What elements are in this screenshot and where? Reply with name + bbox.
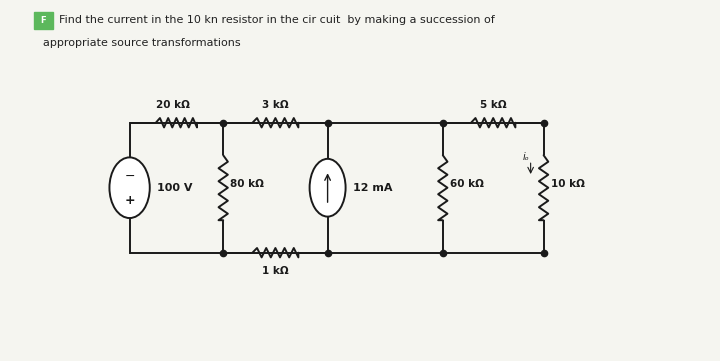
Text: −: − xyxy=(125,170,135,183)
Text: +: + xyxy=(125,194,135,207)
Text: iₒ: iₒ xyxy=(522,152,529,162)
Text: 100 V: 100 V xyxy=(157,183,192,193)
Text: 20 kΩ: 20 kΩ xyxy=(156,100,190,110)
Ellipse shape xyxy=(109,157,150,218)
Text: Find the current in the 10 kn resistor in the cir cuit  by making a succession o: Find the current in the 10 kn resistor i… xyxy=(59,15,495,25)
Text: 80 kΩ: 80 kΩ xyxy=(230,179,264,189)
Text: F: F xyxy=(40,16,46,25)
Text: 5 kΩ: 5 kΩ xyxy=(480,100,506,110)
Text: 3 kΩ: 3 kΩ xyxy=(262,100,289,110)
Text: 1 kΩ: 1 kΩ xyxy=(262,266,289,276)
Text: 60 kΩ: 60 kΩ xyxy=(450,179,484,189)
Text: appropriate source transformations: appropriate source transformations xyxy=(43,38,240,48)
Text: 10 kΩ: 10 kΩ xyxy=(551,179,585,189)
Text: 12 mA: 12 mA xyxy=(353,183,392,193)
FancyBboxPatch shape xyxy=(34,12,53,29)
Ellipse shape xyxy=(310,159,346,217)
